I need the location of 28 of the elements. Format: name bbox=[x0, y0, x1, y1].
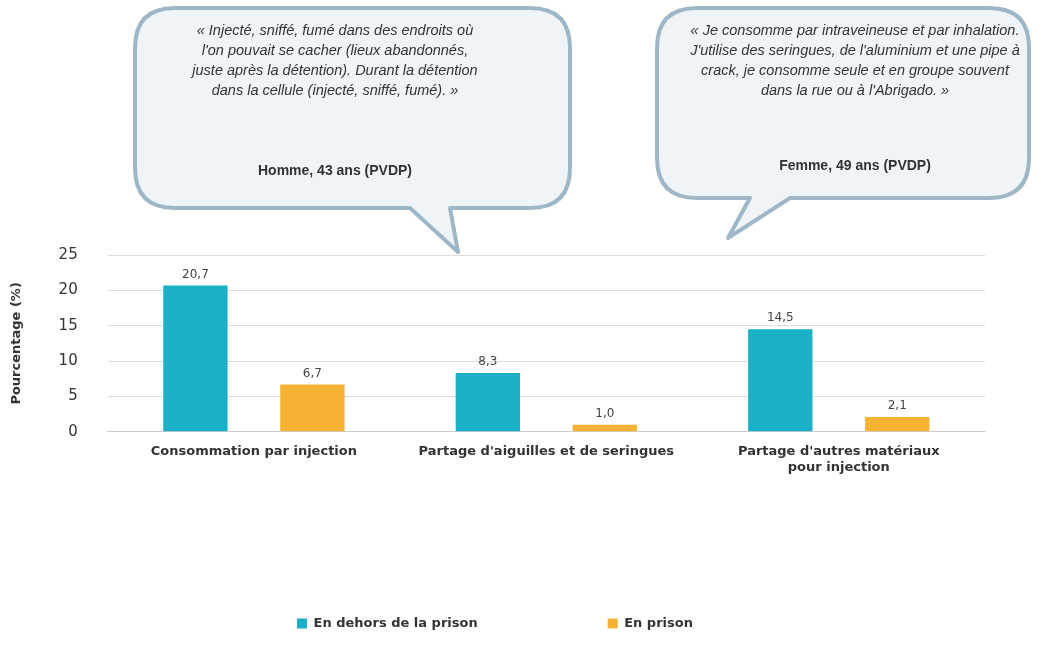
bar bbox=[572, 424, 637, 432]
text: « Injecté, sniffé, fumé dans des endroits où l'on pouvait se cacher (lieux abandonnés, juste après la détention). Durant la détention dans la cellule (injecté, sniffé, fumé). » bbox=[189, 21, 479, 100]
y-tick-label: 20 bbox=[58, 280, 78, 299]
y-axis-title: Pourcentage (%) bbox=[8, 282, 24, 405]
y-tick-label: 0 bbox=[68, 421, 78, 440]
data-label: 6,7 bbox=[302, 365, 322, 380]
x-tick-label: Consommation par injection bbox=[150, 442, 358, 458]
text: Femme, 49 ans (PVDP) bbox=[778, 157, 932, 173]
y-tick-label: 15 bbox=[58, 315, 78, 334]
bar bbox=[280, 384, 345, 432]
legend-label: En prison bbox=[624, 614, 693, 630]
data-label: 20,7 bbox=[182, 266, 209, 281]
y-tick-label: 25 bbox=[58, 244, 78, 263]
bar bbox=[455, 373, 521, 432]
x-tick-label: Partage d'aiguilles et de seringues bbox=[418, 442, 675, 458]
legend-label: En dehors de la prison bbox=[313, 614, 478, 630]
y-tick-label: 10 bbox=[58, 350, 78, 369]
x-tick-label: Partage d'autres matériaux pour injection bbox=[737, 442, 941, 474]
text: Homme, 43 ans (PVDP) bbox=[256, 162, 414, 178]
bar bbox=[163, 285, 228, 432]
data-label: 1,0 bbox=[595, 405, 615, 420]
y-tick-label: 5 bbox=[68, 386, 78, 405]
bar bbox=[748, 329, 813, 432]
text: « Je consomme par intraveineuse et par inhalation. J'utilise des seringues, de l'aluminium et une pipe à crack, je consomme seule et en groupe souvent dans la rue ou à l'Abrigado. » bbox=[690, 21, 1020, 100]
data-label: 8,3 bbox=[478, 354, 498, 369]
bar bbox=[865, 416, 930, 432]
data-label: 2,1 bbox=[887, 398, 907, 413]
data-label: 14,5 bbox=[766, 310, 794, 325]
